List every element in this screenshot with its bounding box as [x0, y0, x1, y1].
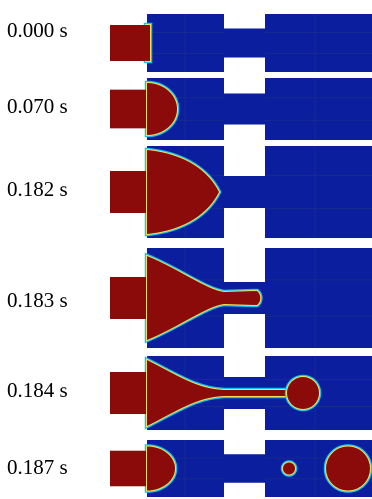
- liquid-body: [147, 256, 261, 340]
- inlet: [110, 277, 146, 319]
- droplet: [287, 377, 319, 409]
- droplet: [283, 462, 295, 475]
- droplet: [326, 446, 370, 491]
- simulation-snapshot: [110, 146, 372, 238]
- simulation-frame: 0.182 s: [0, 146, 372, 238]
- time-label: 0.070 s: [7, 94, 68, 118]
- simulation-frame: 0.184 s: [0, 356, 372, 430]
- simulation-frame: 0.070 s: [0, 78, 372, 140]
- inlet: [110, 25, 146, 61]
- time-label: 0.000 s: [7, 18, 68, 42]
- inlet: [110, 171, 146, 213]
- simulation-snapshot: [110, 440, 372, 497]
- simulation-snapshot: [110, 14, 372, 72]
- liquid-body: [147, 83, 177, 135]
- time-label: 0.182 s: [7, 177, 68, 201]
- inlet: [110, 372, 146, 414]
- liquid-body: [147, 150, 219, 234]
- simulation-frame: 0.187 s: [0, 440, 372, 497]
- time-label: 0.184 s: [7, 378, 68, 402]
- simulation-snapshot: [110, 248, 372, 348]
- time-label: 0.187 s: [7, 455, 68, 479]
- inlet: [110, 89, 146, 129]
- simulation-frame: 0.183 s: [0, 248, 372, 348]
- liquid-body: [147, 446, 175, 491]
- liquid-body: [147, 360, 285, 426]
- liquid-body: [146, 25, 150, 61]
- simulation-snapshot: [110, 78, 372, 140]
- simulation-snapshot: [110, 356, 372, 430]
- inlet: [110, 450, 146, 487]
- simulation-frame: 0.000 s: [0, 14, 372, 72]
- time-label: 0.183 s: [7, 288, 68, 312]
